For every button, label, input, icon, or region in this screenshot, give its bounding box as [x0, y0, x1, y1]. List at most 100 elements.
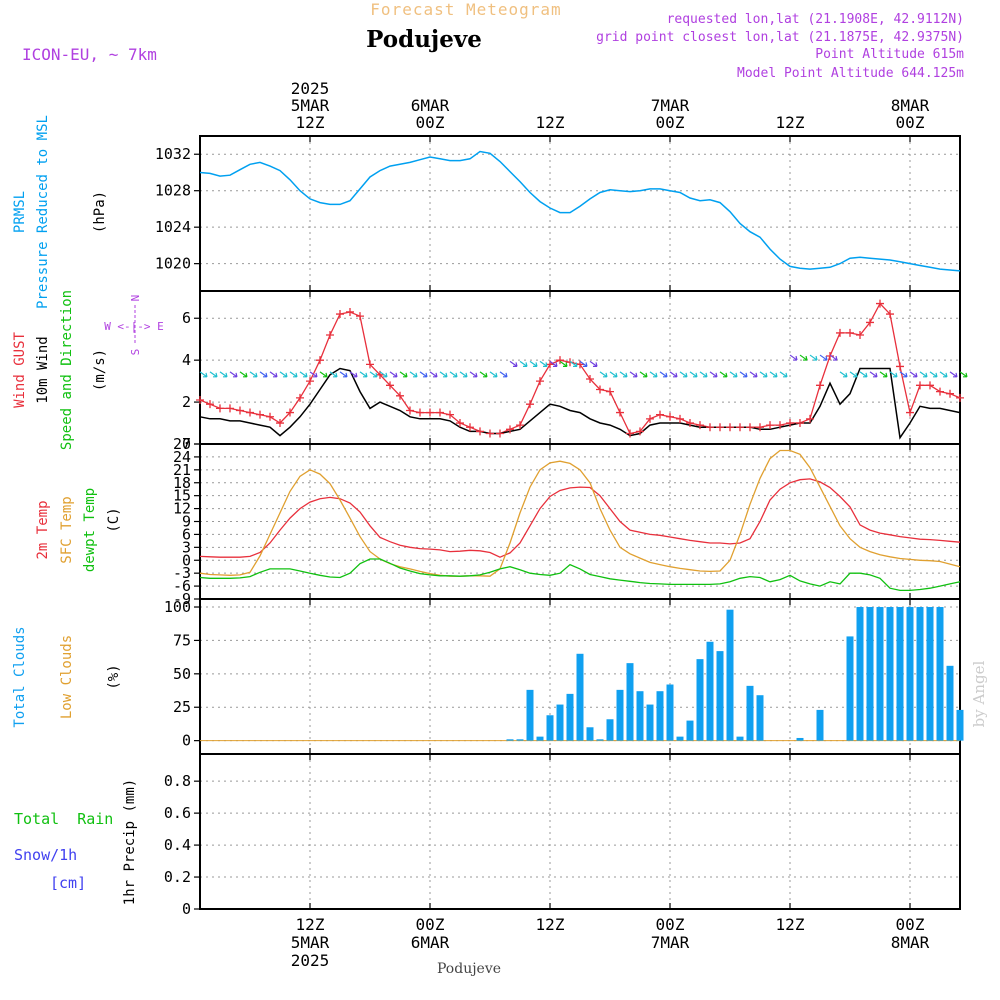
temperature-ytick-label: 0	[182, 551, 191, 569]
gust-marker	[316, 356, 324, 365]
cloud-bar	[906, 607, 914, 741]
gust-marker	[656, 410, 664, 419]
pressure-frame	[199, 135, 961, 292]
cloud-bar	[576, 653, 584, 741]
wind-direction-arrow	[709, 371, 718, 378]
requested-coords: requested lon,lat (21.1908E, 42.9112N)	[667, 12, 964, 27]
compass-n: N	[129, 295, 142, 302]
clouds-unit: (%)	[106, 664, 122, 689]
bottom-time-label: 7MAR	[651, 933, 690, 952]
gust-marker	[616, 408, 624, 417]
temperature-ytick-label: 12	[173, 500, 191, 518]
pressure-ytick-label: 1032	[155, 145, 191, 163]
low-clouds-label: Low Clouds	[59, 635, 75, 719]
gust-marker	[896, 362, 904, 371]
top-time-label: 8MAR	[891, 96, 930, 115]
wind-direction-arrow	[499, 371, 508, 378]
wind-direction-arrow	[819, 354, 828, 361]
gust-marker	[926, 381, 934, 390]
cloud-bar	[706, 641, 714, 741]
gust-marker	[766, 421, 774, 430]
gust-marker	[426, 408, 434, 417]
cloud-bar	[756, 695, 764, 741]
sfc-temp-line	[199, 449, 961, 577]
wind-panel	[194, 290, 961, 445]
gust-marker	[686, 419, 694, 428]
grid-point-coords: grid point closest lon,lat (21.1875E, 42…	[596, 30, 964, 45]
wind-direction-arrow	[679, 371, 688, 378]
wind-direction-arrow	[489, 371, 498, 378]
gust-marker	[246, 408, 254, 417]
gust-marker	[846, 328, 854, 337]
wind-direction-arrow	[379, 371, 388, 378]
gust-marker	[286, 408, 294, 417]
gust-marker	[756, 423, 764, 432]
temperature-ytick-label: 18	[173, 474, 191, 492]
gust-marker	[916, 381, 924, 390]
cloud-bar	[676, 736, 684, 741]
forecast-title: Forecast Meteogram	[370, 0, 561, 19]
cloud-bar	[896, 607, 904, 741]
wind-direction-arrow	[399, 371, 408, 378]
cloud-bar	[716, 651, 724, 741]
wind-direction-arrow	[699, 371, 708, 378]
wind-direction-arrow	[339, 371, 348, 378]
gust-marker	[626, 429, 634, 438]
gust-marker	[436, 408, 444, 417]
gust-marker	[796, 419, 804, 428]
cloud-bar	[936, 607, 944, 741]
wind-ytick-label: 6	[182, 309, 191, 327]
gust-marker	[956, 393, 964, 402]
wind-direction-arrow	[599, 371, 608, 378]
top-time-label: 00Z	[656, 113, 685, 132]
wind-direction-arrow	[739, 371, 748, 378]
pressure-label-1: PRMSL	[12, 191, 28, 233]
pressure-ytick-label: 1024	[155, 218, 191, 236]
pressure-panel	[194, 135, 961, 292]
wind-direction-arrow	[719, 371, 728, 378]
cm-label: [cm]	[50, 874, 86, 892]
top-time-label: 12Z	[776, 113, 805, 132]
gust-marker	[486, 429, 494, 438]
gust-marker	[706, 423, 714, 432]
gust-marker	[696, 421, 704, 430]
gust-marker	[196, 395, 204, 404]
wind-direction-arrow	[659, 371, 668, 378]
wind-direction-arrow	[959, 371, 968, 378]
cloud-bar	[726, 609, 734, 741]
precip-ytick-label: 0.2	[164, 868, 191, 886]
gust-marker	[366, 360, 374, 369]
gust-marker	[736, 423, 744, 432]
cloud-bar	[556, 704, 564, 741]
cloud-bar	[536, 736, 544, 741]
wind-direction-arrow	[359, 371, 368, 378]
wind-ytick-label: 2	[182, 393, 191, 411]
clouds-ytick-label: 75	[173, 631, 191, 649]
point-altitude: Point Altitude 615m	[815, 47, 964, 62]
gust-marker	[466, 423, 474, 432]
wind-direction-arrow	[589, 360, 598, 367]
gust-marker	[716, 423, 724, 432]
gust-marker	[666, 412, 674, 421]
gust-marker	[786, 419, 794, 428]
gust-marker	[566, 358, 574, 367]
gust-marker	[516, 421, 524, 430]
total-clouds-label: Total Clouds	[12, 626, 28, 727]
cloud-bar	[866, 607, 874, 741]
model-point-altitude: Model Point Altitude 644.125m	[737, 66, 964, 81]
wind-direction-arrow	[759, 371, 768, 378]
gust-marker	[836, 328, 844, 337]
pressure-line	[199, 150, 961, 272]
bottom-time-label: 00Z	[656, 915, 685, 934]
gust-marker	[326, 331, 334, 340]
cloud-bar	[736, 736, 744, 741]
wind-direction-arrow	[199, 371, 208, 378]
wind-direction-arrow	[769, 371, 778, 378]
wind-direction-arrow	[799, 354, 808, 361]
cloud-bar	[946, 665, 954, 741]
bottom-time-label: 8MAR	[891, 933, 930, 952]
precip-frame	[199, 753, 961, 910]
dewpt-label: dewpt Temp	[82, 488, 98, 572]
cloud-bar	[606, 719, 614, 741]
wind-direction-arrow	[329, 371, 338, 378]
